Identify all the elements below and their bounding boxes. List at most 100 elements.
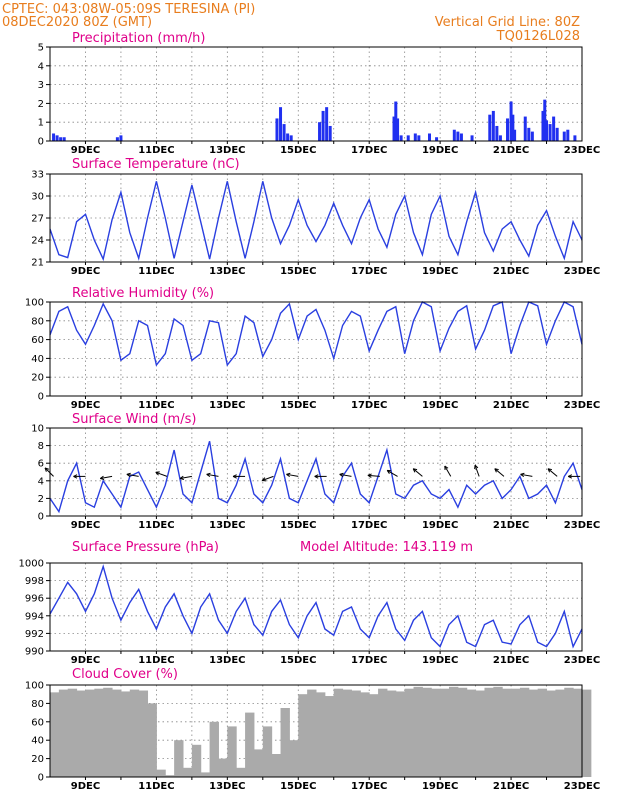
wind-arrow <box>444 465 452 477</box>
cloud-bar <box>404 688 415 777</box>
y-tick-label: 2 <box>38 99 44 110</box>
wind-arrow-head <box>339 472 344 478</box>
cloud-bar <box>103 687 113 777</box>
panel-title: Cloud Cover (%) <box>72 667 178 682</box>
x-tick-label: 19DEC <box>422 655 458 666</box>
cloud-bar <box>360 692 370 777</box>
y-tick-label: 994 <box>25 611 44 622</box>
precip-bar <box>394 101 398 141</box>
x-tick-label: 9DEC <box>71 145 100 156</box>
precip-bar <box>459 133 463 141</box>
cloud-bar <box>316 692 326 777</box>
cloud-bar <box>369 694 379 777</box>
cloud-bar <box>324 696 335 777</box>
precip-bar <box>59 137 63 141</box>
cloud-bar <box>289 740 299 777</box>
precip-bar <box>406 135 410 141</box>
precip-bar <box>509 101 513 141</box>
cloud-bar <box>227 726 237 777</box>
y-tick-label: 60 <box>31 717 44 728</box>
y-tick-label: 0 <box>38 773 44 784</box>
wind-arrow-head <box>73 474 78 479</box>
cloud-bar <box>298 694 308 777</box>
precip-bar <box>427 133 431 141</box>
precip-bar <box>470 135 474 141</box>
precip-bar <box>541 110 545 141</box>
x-tick-label: 23DEC <box>564 655 600 666</box>
wind-arrow-head <box>155 471 160 476</box>
panel-title: Surface Temperature (nC) <box>72 157 240 172</box>
cloud-bar <box>537 688 548 777</box>
cloud-bar <box>200 772 211 777</box>
x-tick-label: 11DEC <box>138 655 174 666</box>
precip-bar <box>318 122 322 141</box>
x-tick-label: 9DEC <box>71 266 100 277</box>
y-tick-label: 992 <box>25 629 44 640</box>
wind-arrow-head <box>474 464 479 470</box>
y-tick-label: 10 <box>31 424 44 435</box>
x-tick-label: 23DEC <box>564 266 600 277</box>
precip-bar <box>275 118 279 141</box>
y-tick-label: 30 <box>31 192 44 203</box>
panel-title: Surface Pressure (hPa) <box>72 540 219 555</box>
wind-arrow <box>367 474 380 477</box>
cloud-bar <box>502 688 512 777</box>
precip-bar <box>279 107 283 141</box>
x-tick-label: 17DEC <box>351 145 387 156</box>
y-tick-label: 80 <box>31 699 44 710</box>
x-tick-label: 19DEC <box>422 520 458 531</box>
precip-bar <box>495 125 499 141</box>
x-tick-label: 9DEC <box>71 655 100 666</box>
precip-bar <box>396 118 400 141</box>
y-tick-label: 20 <box>31 754 44 765</box>
wind-arrow-head <box>179 475 185 481</box>
wind-arrow-head <box>367 473 372 478</box>
x-tick-label: 9DEC <box>71 400 100 411</box>
x-tick-label: 15DEC <box>280 520 316 531</box>
panel-title: Surface Wind (m/s) <box>72 412 196 427</box>
x-tick-label: 23DEC <box>564 781 600 792</box>
y-tick-label: 24 <box>31 236 44 247</box>
panel-title: Relative Humidity (%) <box>72 286 214 301</box>
cloud-bar <box>431 688 441 777</box>
x-tick-label: 13DEC <box>209 145 245 156</box>
precip-bar <box>491 110 495 141</box>
cloud-bar <box>58 689 69 777</box>
x-tick-label: 9DEC <box>71 520 100 531</box>
wind-arrow <box>386 469 398 477</box>
x-tick-label: 21DEC <box>493 520 529 531</box>
cloud-bar <box>94 688 104 777</box>
cloud-bar <box>466 689 477 777</box>
wind-arrow-head <box>547 468 552 473</box>
wind-arrow <box>155 471 168 477</box>
precip-bar <box>548 124 552 141</box>
y-tick-label: 60 <box>31 335 44 346</box>
wind-arrow <box>100 475 113 479</box>
cloud-bar <box>440 688 450 777</box>
x-tick-label: 21DEC <box>493 145 529 156</box>
wind-arrow <box>126 473 139 477</box>
y-tick-label: 1000 <box>19 559 44 570</box>
series-line <box>49 181 583 262</box>
precip-bar <box>328 125 332 141</box>
cloud-bar <box>129 689 140 777</box>
cloud-bar <box>528 689 539 777</box>
wind-arrow <box>547 468 558 477</box>
precip-bar <box>562 131 566 141</box>
precip-bar <box>545 120 549 141</box>
wind-arrow <box>474 464 480 477</box>
precip-bar <box>413 133 417 141</box>
header-location: CPTEC: 043:08W-05:09S TERESINA (PI) <box>2 2 255 17</box>
series-line <box>49 564 583 649</box>
y-tick-label: 40 <box>31 736 44 747</box>
x-tick-label: 23DEC <box>564 400 600 411</box>
wind-arrow-head <box>568 474 573 479</box>
x-tick-label: 13DEC <box>209 400 245 411</box>
x-tick-label: 15DEC <box>280 781 316 792</box>
precip-bar <box>392 116 396 141</box>
precip-bar <box>286 133 290 141</box>
x-tick-label: 21DEC <box>493 781 529 792</box>
precip-bar <box>456 131 460 141</box>
precip-bar <box>527 127 531 141</box>
wind-arrow-head <box>314 474 319 479</box>
